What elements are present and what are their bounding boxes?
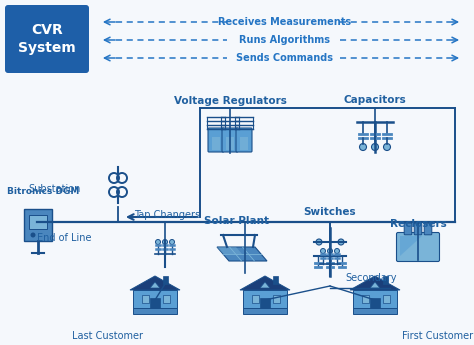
Text: Reclosers: Reclosers	[390, 219, 447, 229]
Text: CVR
System: CVR System	[18, 23, 76, 55]
Circle shape	[163, 239, 167, 245]
Text: Capacitors: Capacitors	[344, 95, 406, 105]
FancyBboxPatch shape	[404, 223, 412, 235]
FancyBboxPatch shape	[236, 128, 252, 152]
FancyBboxPatch shape	[208, 128, 224, 152]
Polygon shape	[133, 290, 177, 308]
Text: Switches: Switches	[304, 207, 356, 217]
Polygon shape	[142, 295, 149, 303]
Polygon shape	[350, 276, 400, 290]
Polygon shape	[133, 308, 177, 314]
Polygon shape	[400, 236, 422, 256]
Circle shape	[316, 239, 322, 245]
FancyBboxPatch shape	[414, 223, 422, 235]
Text: Tap Changers: Tap Changers	[134, 210, 200, 220]
Polygon shape	[383, 295, 390, 303]
Circle shape	[30, 233, 36, 237]
Circle shape	[359, 144, 366, 150]
Text: Secondary: Secondary	[345, 273, 396, 283]
Circle shape	[335, 248, 339, 254]
Polygon shape	[163, 295, 170, 303]
Text: Solar Plant: Solar Plant	[204, 216, 270, 226]
Polygon shape	[217, 247, 267, 261]
Polygon shape	[240, 276, 290, 290]
Polygon shape	[217, 247, 242, 254]
Text: Sends Commands: Sends Commands	[237, 53, 334, 63]
Text: Bitronics DGM: Bitronics DGM	[7, 187, 79, 196]
Text: Last Customer: Last Customer	[72, 331, 143, 341]
Text: Receives Measurements: Receives Measurements	[219, 17, 352, 27]
Circle shape	[372, 144, 379, 150]
FancyBboxPatch shape	[24, 209, 52, 241]
Text: Substation: Substation	[28, 184, 81, 194]
Polygon shape	[212, 137, 220, 150]
Polygon shape	[150, 298, 160, 308]
FancyBboxPatch shape	[29, 215, 47, 229]
Polygon shape	[243, 290, 287, 308]
Polygon shape	[273, 295, 280, 303]
Polygon shape	[383, 276, 388, 284]
Text: Runs Algorithms: Runs Algorithms	[239, 35, 330, 45]
Circle shape	[383, 144, 391, 150]
Polygon shape	[130, 276, 180, 290]
Polygon shape	[273, 276, 278, 284]
Polygon shape	[370, 298, 380, 308]
Polygon shape	[243, 308, 287, 314]
FancyBboxPatch shape	[222, 128, 238, 152]
Circle shape	[320, 248, 326, 254]
Polygon shape	[260, 282, 270, 288]
Polygon shape	[150, 282, 160, 288]
Polygon shape	[353, 308, 397, 314]
Text: Voltage Regulators: Voltage Regulators	[173, 96, 286, 106]
Circle shape	[155, 239, 161, 245]
Polygon shape	[252, 295, 259, 303]
Polygon shape	[163, 276, 168, 284]
FancyBboxPatch shape	[424, 223, 432, 235]
Polygon shape	[370, 282, 380, 288]
Polygon shape	[353, 290, 397, 308]
Circle shape	[328, 248, 332, 254]
Circle shape	[170, 239, 174, 245]
Polygon shape	[362, 295, 369, 303]
Polygon shape	[226, 137, 234, 150]
Polygon shape	[260, 298, 270, 308]
FancyBboxPatch shape	[5, 5, 89, 73]
Text: End of Line: End of Line	[37, 233, 91, 243]
Polygon shape	[240, 137, 248, 150]
Circle shape	[338, 239, 344, 245]
Text: First Customer: First Customer	[402, 331, 473, 341]
FancyBboxPatch shape	[396, 233, 439, 262]
